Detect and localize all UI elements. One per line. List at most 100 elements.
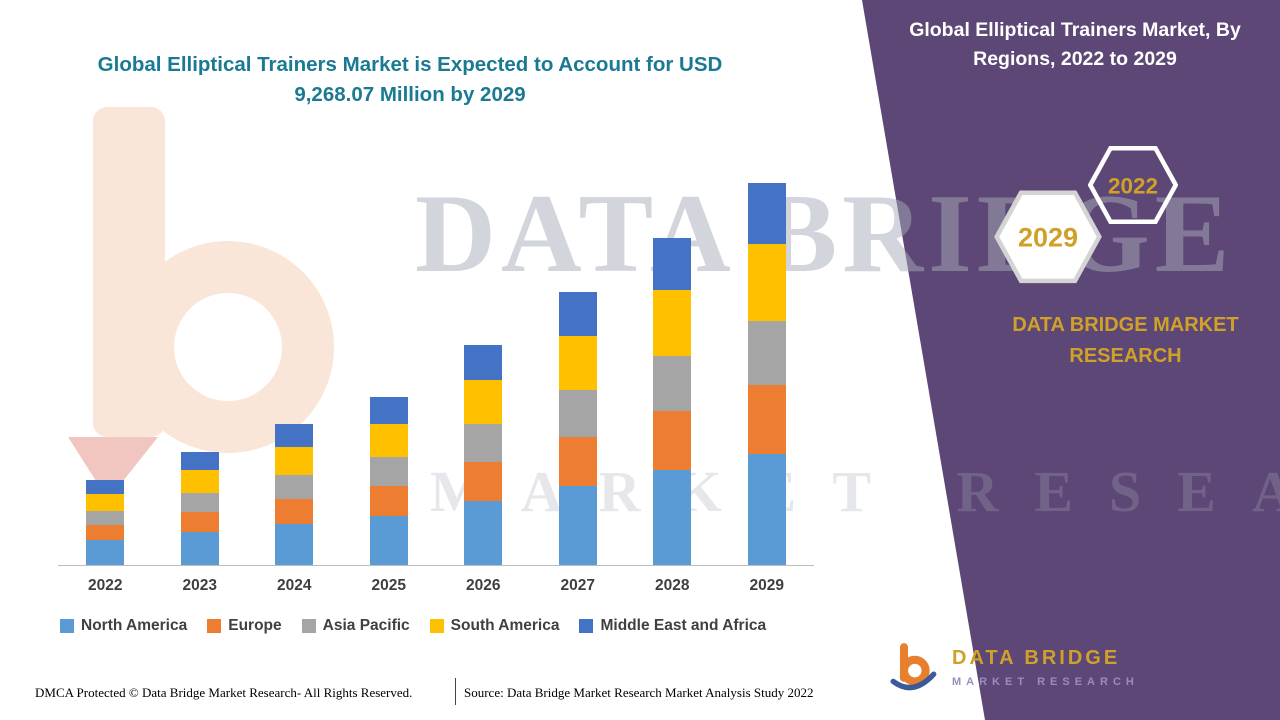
legend-label: Asia Pacific xyxy=(322,617,410,634)
stacked-bar-2026 xyxy=(464,344,503,565)
segment-north-america xyxy=(653,470,692,565)
segment-europe xyxy=(558,436,597,486)
segment-europe xyxy=(464,461,503,502)
segment-north-america xyxy=(464,501,503,565)
footer-logo-subtitle: MARKET RESEARCH xyxy=(952,675,1139,688)
legend-swatch xyxy=(579,619,594,633)
segment-asia-pacific xyxy=(558,390,597,437)
bar-column-2023 xyxy=(153,452,248,565)
hexagon-2022-year: 2022 xyxy=(1108,173,1158,198)
x-axis-labels: 2022 2023 2024 2025 2026 2027 2028 2029 xyxy=(58,577,814,595)
segment-middle-east-and-africa xyxy=(653,238,692,291)
segment-asia-pacific xyxy=(275,474,314,499)
segment-south-america xyxy=(653,290,692,356)
segment-south-america xyxy=(558,335,597,391)
data-bridge-logo-icon xyxy=(890,643,937,691)
hexagon-2022: 2022 xyxy=(1088,146,1178,224)
bar-column-2028 xyxy=(625,238,720,565)
segment-middle-east-and-africa xyxy=(464,344,503,381)
segment-middle-east-and-africa xyxy=(369,396,408,424)
bar-plot xyxy=(58,183,814,566)
bar-column-2029 xyxy=(720,183,815,565)
bar-column-2025 xyxy=(342,396,437,565)
legend-label: Europe xyxy=(228,617,282,634)
segment-north-america xyxy=(86,540,125,565)
segment-europe xyxy=(86,525,125,541)
footer-logo-text: DATA BRIDGE MARKET RESEARCH xyxy=(952,647,1139,688)
chart-headline-line1: Global Elliptical Trainers Market is Exp… xyxy=(97,53,723,76)
hexagon-2029: 2029 xyxy=(994,190,1102,284)
footer-logo-name: DATA BRIDGE xyxy=(952,646,1121,669)
source-note: Source: Data Bridge Market Research Mark… xyxy=(464,685,814,700)
segment-north-america xyxy=(180,532,219,565)
footer-logo: DATA BRIDGE MARKET RESEARCH xyxy=(886,640,1139,694)
stacked-bar-2022 xyxy=(86,480,125,565)
x-axis-label-2023: 2023 xyxy=(182,577,217,594)
x-axis-label-2025: 2025 xyxy=(371,577,406,594)
segment-middle-east-and-africa xyxy=(180,452,219,471)
bar-column-2024 xyxy=(247,424,342,565)
legend-swatch xyxy=(429,619,444,633)
chart-headline: Global Elliptical Trainers Market is Exp… xyxy=(75,50,745,109)
segment-north-america xyxy=(369,516,408,565)
segment-north-america xyxy=(558,485,597,565)
stacked-bar-2029 xyxy=(747,183,786,565)
segment-south-america xyxy=(369,423,408,458)
x-axis-label-2022: 2022 xyxy=(88,577,123,594)
segment-europe xyxy=(180,511,219,533)
stacked-bar-2024 xyxy=(275,424,314,565)
segment-middle-east-and-africa xyxy=(275,424,314,447)
segment-south-america xyxy=(180,470,219,493)
x-axis-label-2024: 2024 xyxy=(277,577,312,594)
segment-north-america xyxy=(275,524,314,565)
legend-item-middle-east-and-africa: Middle East and Africa xyxy=(579,617,766,635)
bar-column-2026 xyxy=(436,344,531,565)
brand-text: DATA BRIDGE MARKET RESEARCH xyxy=(1012,314,1239,367)
dmca-notice: DMCA Protected © Data Bridge Market Rese… xyxy=(35,685,413,700)
legend-item-asia-pacific: Asia Pacific xyxy=(301,617,410,635)
x-axis-label-2028: 2028 xyxy=(655,577,690,594)
legend-label: South America xyxy=(450,617,560,634)
x-axis-label-2029: 2029 xyxy=(749,577,784,594)
hexagon-2029-year: 2029 xyxy=(1018,223,1078,253)
segment-south-america xyxy=(275,446,314,475)
legend-item-europe: Europe xyxy=(207,617,282,635)
segment-asia-pacific xyxy=(653,355,692,412)
legend-swatch xyxy=(207,619,222,633)
segment-asia-pacific xyxy=(86,510,125,526)
segment-south-america xyxy=(86,493,125,511)
legend-swatch xyxy=(60,619,74,633)
chart-headline-line2: 9,268.07 Million by 2029 xyxy=(294,82,526,106)
segment-north-america xyxy=(747,454,786,565)
chart-area: 2022 2023 2024 2025 2026 2027 2028 2029 xyxy=(58,183,814,595)
segment-middle-east-and-africa xyxy=(86,480,125,494)
stacked-bar-2028 xyxy=(653,238,692,565)
segment-europe xyxy=(369,486,408,517)
x-axis-label-2027: 2027 xyxy=(560,577,595,594)
segment-asia-pacific xyxy=(464,424,503,462)
segment-asia-pacific xyxy=(369,457,408,486)
segment-middle-east-and-africa xyxy=(747,183,786,245)
panel-title: Global Elliptical Trainers Market, By Re… xyxy=(909,19,1241,71)
segment-europe xyxy=(747,385,786,455)
footer-divider xyxy=(455,678,456,705)
stacked-bar-2023 xyxy=(180,452,219,565)
chart-legend: North America Europe Asia Pacific South Ame… xyxy=(60,617,766,635)
bar-column-2027 xyxy=(531,292,626,565)
legend-swatch xyxy=(301,619,316,633)
legend-item-north-america: North America xyxy=(60,617,187,635)
segment-south-america xyxy=(747,244,786,321)
segment-asia-pacific xyxy=(747,320,786,386)
bar-column-2022 xyxy=(58,480,153,565)
legend-label: North America xyxy=(81,617,188,634)
segment-europe xyxy=(275,498,314,525)
stacked-bar-2027 xyxy=(558,292,597,565)
legend-label: Middle East and Africa xyxy=(600,617,767,634)
legend-item-south-america: South America xyxy=(429,617,560,635)
stacked-bar-2025 xyxy=(369,396,408,565)
segment-asia-pacific xyxy=(180,492,219,512)
segment-south-america xyxy=(464,380,503,425)
segment-europe xyxy=(653,411,692,471)
segment-middle-east-and-africa xyxy=(558,292,597,336)
x-axis-label-2026: 2026 xyxy=(466,577,501,594)
